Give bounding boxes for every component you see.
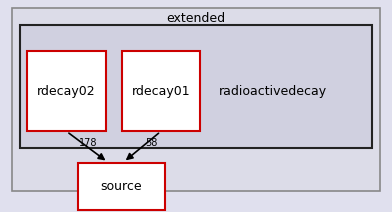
Bar xyxy=(20,25,372,148)
Bar xyxy=(122,51,200,131)
Bar xyxy=(27,51,106,131)
Text: source: source xyxy=(101,180,142,193)
Bar xyxy=(78,163,165,210)
Text: 178: 178 xyxy=(79,138,98,148)
Bar xyxy=(12,8,380,191)
Text: radioactivedecay: radioactivedecay xyxy=(218,85,327,98)
Text: extended: extended xyxy=(167,11,225,25)
Text: 58: 58 xyxy=(145,138,157,148)
Text: rdecay01: rdecay01 xyxy=(131,85,190,98)
Text: rdecay02: rdecay02 xyxy=(37,85,96,98)
